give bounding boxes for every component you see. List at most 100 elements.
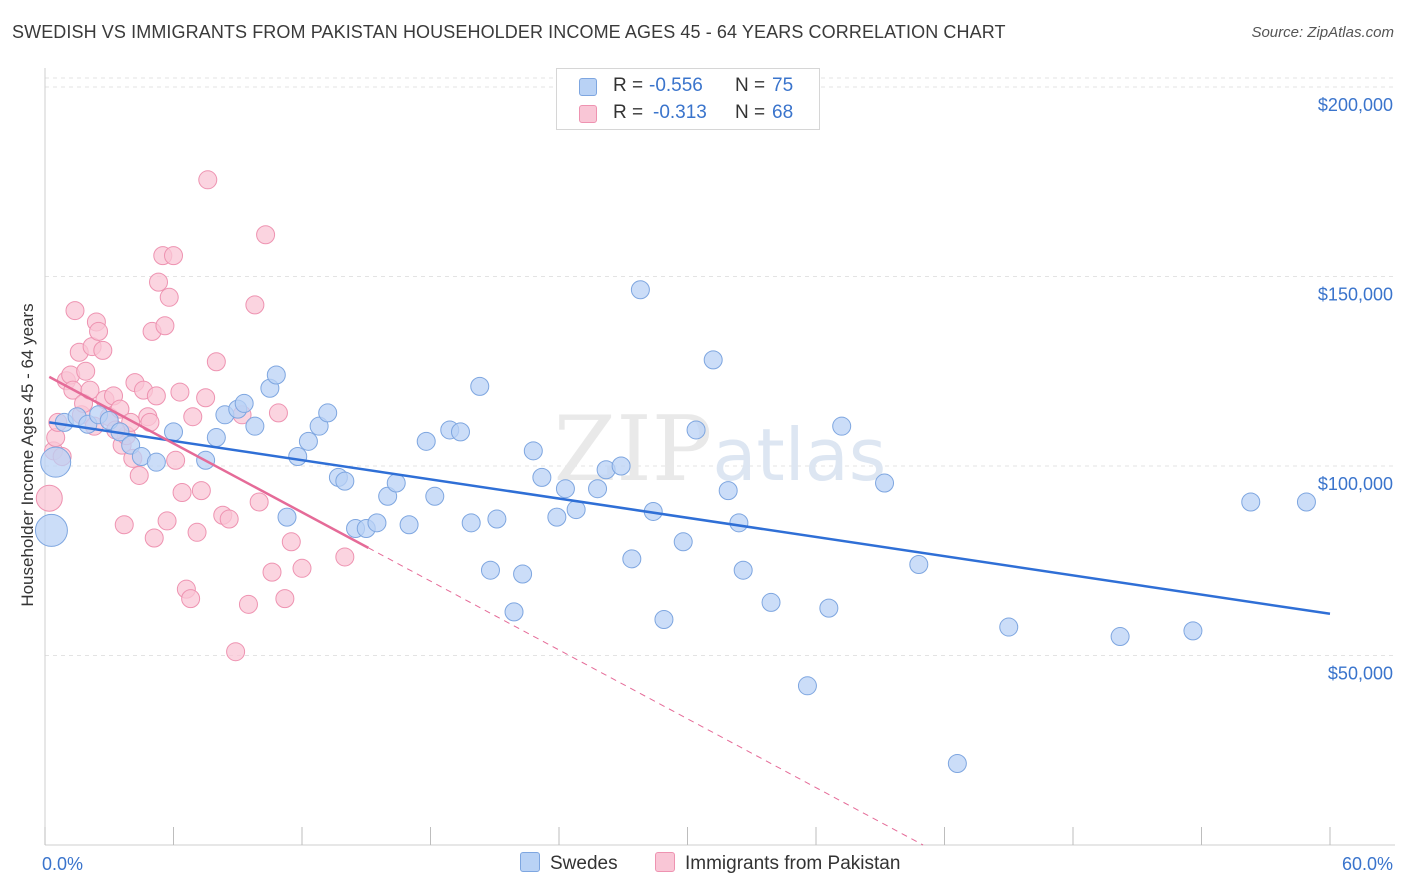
swedes-point	[733, 560, 753, 580]
swedes-point	[622, 549, 642, 569]
legend-item-swedes[interactable]: Swedes	[520, 852, 618, 875]
watermark: ZIPatlas	[554, 397, 887, 502]
legend-label-pakistan: Immigrants from Pakistan	[685, 853, 901, 874]
pakistan-point	[166, 450, 186, 470]
y-tick-label: $50,000	[1328, 663, 1393, 683]
pakistan-trend-extension	[368, 547, 924, 846]
swedes-trend-line	[49, 421, 1331, 616]
x-tick-label-max: 60.0%	[1342, 854, 1393, 874]
swedes-point	[367, 513, 387, 533]
pakistan-point	[159, 287, 179, 307]
swedes-point	[1241, 492, 1261, 512]
y-tick-label: $200,000	[1318, 95, 1393, 115]
swedes-point	[761, 592, 781, 612]
swedes-point	[288, 447, 308, 466]
swedes-point	[875, 473, 895, 493]
pakistan-point	[164, 246, 183, 266]
swedes-point	[234, 393, 254, 413]
pakistan-point	[65, 301, 85, 321]
swedes-point	[654, 609, 674, 629]
pakistan-point	[275, 589, 295, 609]
stats-row-pakistan: R = -0.313 N = 68	[557, 101, 819, 127]
y-axis-label: Householder Income Ages 45 - 64 years	[18, 303, 37, 607]
swedes-point	[450, 422, 470, 442]
swedes-point	[947, 754, 967, 774]
pakistan-trend-line	[48, 375, 369, 549]
pakistan-point	[187, 522, 207, 542]
swedes-point	[386, 473, 406, 493]
swedes-point	[309, 416, 329, 436]
chart-title: SWEDISH VS IMMIGRANTS FROM PAKISTAN HOUS…	[12, 22, 1006, 42]
swedes-point	[523, 441, 543, 461]
legend-label-swedes: Swedes	[550, 853, 618, 874]
swedes-point	[718, 481, 738, 501]
swedes-point	[588, 479, 608, 499]
pakistan-point	[196, 388, 216, 408]
pakistan-legend-swatch	[655, 852, 675, 872]
swedes-point	[34, 513, 68, 547]
swedes-point	[504, 602, 524, 622]
r-value: -0.556	[649, 75, 703, 96]
x-tick-label-min: 0.0%	[42, 854, 83, 874]
swedes-point	[729, 513, 749, 533]
swedes-point	[470, 376, 490, 396]
pakistan-point	[268, 403, 288, 423]
n-label: N =	[735, 75, 766, 96]
pakistan-point	[198, 170, 218, 190]
swedes-point	[318, 403, 338, 423]
swedes-point	[164, 422, 183, 442]
pakistan-point	[292, 558, 312, 578]
swedes-point	[909, 555, 929, 575]
pakistan-point	[93, 340, 113, 360]
pakistan-point	[183, 407, 203, 427]
pakistan-point	[245, 295, 265, 315]
pakistan-point	[89, 321, 109, 341]
swedes-point	[266, 365, 286, 385]
pakistan-swatch	[579, 105, 597, 123]
swedes-point	[703, 350, 723, 370]
swedes-point	[40, 446, 72, 478]
tick-labels: $50,000 $100,000 $150,000 $200,000 0.0% 60.0%	[42, 95, 1393, 874]
pakistan-point	[35, 484, 63, 512]
trend-lines	[48, 375, 1331, 846]
pakistan-point	[114, 515, 134, 535]
swedes-swatch	[579, 78, 597, 96]
swedes-point	[480, 560, 500, 580]
y-tick-label: $100,000	[1318, 474, 1393, 494]
swedes-point	[399, 515, 419, 535]
y-tick-label: $150,000	[1318, 284, 1393, 304]
swedes-point	[630, 280, 650, 300]
chart-legend: Swedes Immigrants from Pakistan	[0, 852, 1406, 878]
swedes-point	[416, 431, 436, 451]
pakistan-point	[155, 316, 175, 336]
swedes-points	[34, 280, 1316, 774]
pakistan-point	[181, 589, 201, 609]
swedes-point	[532, 467, 552, 487]
source-credit: Source: ZipAtlas.com	[1251, 24, 1394, 41]
pakistan-point	[335, 547, 355, 567]
pakistan-point	[219, 509, 239, 529]
swedes-point	[999, 617, 1019, 637]
pakistan-point	[206, 352, 226, 372]
swedes-point	[673, 532, 693, 552]
legend-item-pakistan[interactable]: Immigrants from Pakistan	[655, 852, 900, 875]
swedes-legend-swatch	[520, 852, 540, 872]
n-value: 75	[772, 75, 794, 96]
pakistan-point	[191, 481, 211, 501]
n-label: N =	[735, 102, 766, 123]
n-value: 68	[772, 102, 794, 123]
swedes-point	[298, 431, 318, 451]
pakistan-point	[76, 361, 96, 381]
grid-layer	[45, 77, 1395, 656]
swedes-point	[461, 513, 481, 533]
swedes-point	[1110, 627, 1130, 647]
stats-row-swedes: R = -0.556 N = 75	[557, 74, 819, 100]
swedes-point	[425, 486, 445, 506]
swedes-point	[378, 486, 398, 506]
r-value: -0.313	[653, 102, 707, 123]
swedes-point	[555, 479, 575, 499]
swedes-point	[245, 416, 265, 436]
pakistan-point	[172, 483, 192, 503]
pakistan-point	[146, 386, 166, 406]
